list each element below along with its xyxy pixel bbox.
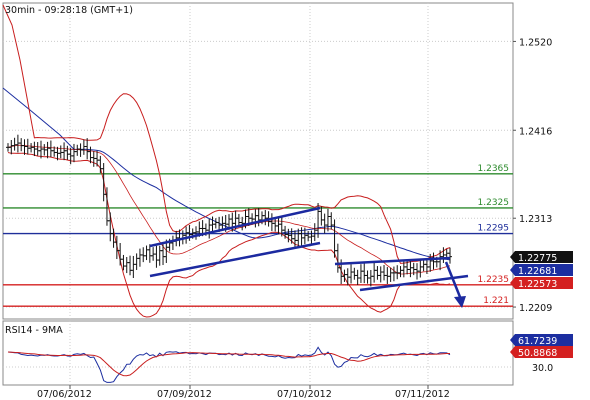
level-label: 1.2365 [478,164,510,174]
x-axis: 07/06/2012 07/09/2012 07/10/2012 07/11/2012 [37,385,450,400]
x-tick-label: 07/06/2012 [37,389,92,400]
y-tick-label: 1.2209 [519,303,552,314]
x-tick-label: 07/11/2012 [395,389,450,400]
price-tag: 1.22573 [510,277,573,290]
price-bar [448,247,452,264]
channel-line [149,206,321,248]
channel-line [149,241,321,278]
channel-line [359,274,469,292]
chart-title: 30min - 09:28:18 (GMT+1) [5,5,133,16]
rsi-value-tag: 61.7239 [510,334,573,347]
svg-text:1.22681: 1.22681 [518,266,557,277]
arrow-head [454,296,466,308]
svg-text:61.7239: 61.7239 [518,336,557,347]
x-tick-label: 07/09/2012 [157,389,212,400]
rsi-panel [2,320,514,386]
level-label: 1.2295 [478,224,510,234]
rsi-title: RSI14 - 9MA [5,325,63,336]
rsi-y-axis: 30.0 [532,363,553,374]
rsi-y-tick-label: 30.0 [532,363,553,374]
y-tick-label: 1.2520 [519,37,552,48]
svg-text:1.22573: 1.22573 [518,279,557,290]
rsi-value-tag: 50.8868 [510,346,573,359]
svg-text:50.8868: 50.8868 [518,348,557,359]
price-tag: 1.22775 [510,251,573,264]
rsi-lines [7,346,451,383]
level-label: 1.221 [483,296,509,306]
y-tick-label: 1.2313 [519,214,552,225]
price-tag: 1.22681 [510,264,573,277]
bollinger-upper [2,4,451,264]
rsi-ma-line [7,351,450,377]
bollinger-lower [7,152,451,318]
grid-lines [3,3,513,385]
y-tick-label: 1.2416 [519,126,552,137]
level-label: 1.2235 [478,275,510,285]
rsi-line [7,346,451,383]
price-overlays [2,4,469,318]
svg-text:1.22775: 1.22775 [518,253,557,264]
channel-line [334,256,451,266]
price-y-axis: 1.2520 1.2416 1.2313 1.2209 [513,37,552,314]
price-tags: 1.22775 1.22681 1.22573 [510,251,573,290]
breakdown-arrow [444,261,462,298]
level-label: 1.2325 [478,198,510,208]
level-lines: 1.2365 1.2325 1.2295 1.2235 1.221 [3,164,513,307]
x-tick-label: 07/10/2012 [277,389,332,400]
